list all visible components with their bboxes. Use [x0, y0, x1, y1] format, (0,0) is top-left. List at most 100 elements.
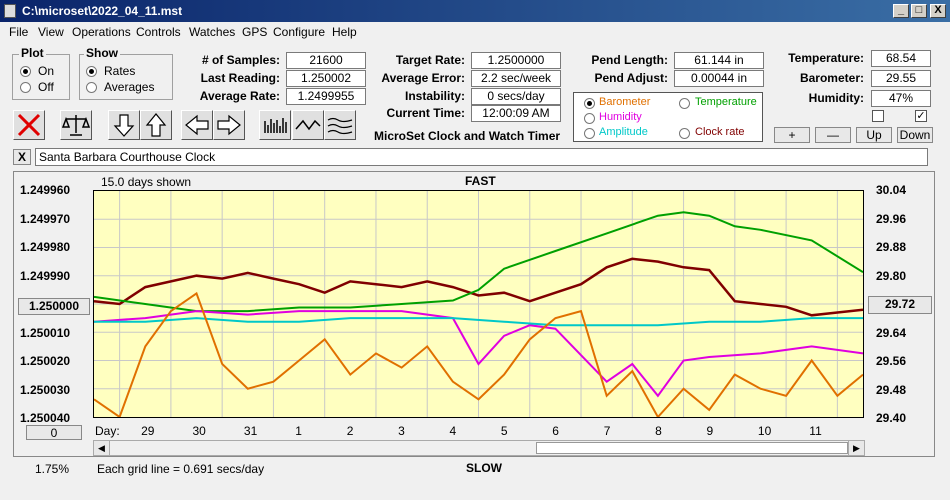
temperature-label: Temperature:: [788, 51, 864, 65]
bars-icon: [264, 118, 287, 133]
x-axis-prefix: Day:: [95, 424, 120, 438]
plot-group-label: Plot: [19, 46, 46, 60]
clear-clock-button[interactable]: X: [13, 149, 31, 165]
menu-view[interactable]: View: [38, 25, 64, 39]
x-tick-label: 8: [655, 424, 662, 438]
y-right-tick-label: 29.80: [876, 268, 907, 283]
show-rates-label: Rates: [104, 64, 136, 78]
chart-title: FAST: [465, 174, 496, 188]
balance-scale-icon: [61, 115, 91, 136]
barometer-value: 29.55: [871, 70, 931, 87]
menu-bar: File View Operations Controls Watches GP…: [0, 22, 950, 42]
show-averages-radio[interactable]: [86, 82, 97, 93]
arrow-right-icon: [217, 114, 241, 136]
temperature-option[interactable]: Temperature: [695, 96, 757, 108]
menu-configure[interactable]: Configure: [273, 25, 326, 39]
scroll-right-icon[interactable]: ▶: [848, 441, 864, 455]
line-view-button[interactable]: [292, 110, 324, 140]
zero-button[interactable]: 0: [26, 425, 82, 440]
clock-rate-radio[interactable]: [679, 128, 690, 139]
series-line-humidity: [93, 310, 864, 398]
y-right-tick-label: 29.64: [876, 325, 907, 340]
target-rate-value: 1.2500000: [471, 52, 561, 69]
y-left-tick-label: 1.250020: [20, 354, 71, 368]
last-reading-label: Last Reading:: [200, 71, 280, 85]
last-reading-value: 1.250002: [286, 70, 366, 87]
current-time-label: Current Time:: [386, 106, 465, 120]
scroll-thumb[interactable]: [536, 442, 848, 454]
percent-label: 1.75%: [35, 462, 70, 476]
menu-file[interactable]: File: [9, 25, 29, 39]
show-group-label: Show: [84, 46, 120, 60]
arrow-right-button[interactable]: [213, 110, 245, 140]
y-right-tick-label: 29.96: [876, 211, 907, 226]
clock-rate-option[interactable]: Clock rate: [695, 126, 745, 138]
humidity-value: 47%: [871, 90, 931, 107]
humidity-label: Humidity:: [808, 91, 864, 105]
minus-button[interactable]: —: [815, 127, 851, 143]
scroll-left-icon[interactable]: ◀: [94, 441, 110, 455]
x-tick-label: 5: [500, 424, 508, 438]
arrow-left-button[interactable]: [181, 110, 213, 140]
left-axis-button[interactable]: 1.250000: [18, 298, 90, 315]
x-tick-label: 7: [603, 424, 611, 438]
amplitude-option[interactable]: Amplitude: [599, 126, 648, 138]
plot-off-label: Off: [38, 80, 54, 94]
plot-on-label: On: [38, 64, 55, 78]
instability-value: 0 secs/day: [471, 88, 561, 105]
close-button[interactable]: X: [930, 4, 946, 18]
y-left-tick-label: 1.250030: [20, 382, 71, 397]
x-tick-label: 1: [295, 424, 302, 438]
up-button[interactable]: Up: [856, 127, 892, 143]
humidity-option[interactable]: Humidity: [599, 111, 642, 123]
arrow-left-icon: [185, 114, 209, 136]
x-tick-label: 3: [398, 424, 405, 438]
app-caption: MicroSet Clock and Watch Timer: [374, 129, 561, 143]
minimize-button[interactable]: _: [893, 4, 909, 18]
target-rate-label: Target Rate:: [395, 53, 465, 67]
amplitude-radio[interactable]: [584, 128, 595, 139]
down-button[interactable]: Down: [897, 127, 933, 143]
pend-adjust-value: 0.00044 in: [674, 70, 764, 87]
menu-watches[interactable]: Watches: [189, 25, 236, 39]
days-shown-label: 15.0 days shown: [101, 175, 192, 189]
instability-label: Instability:: [404, 89, 465, 103]
y-right-tick-label: 29.56: [876, 354, 907, 368]
plot-off-radio[interactable]: [20, 82, 31, 93]
left-checkbox[interactable]: [872, 110, 884, 122]
wave-icon: [295, 119, 321, 131]
show-rates-radio[interactable]: [86, 66, 97, 77]
plus-button[interactable]: +: [774, 127, 810, 143]
bar-view-button[interactable]: [259, 110, 291, 140]
plot-on-radio[interactable]: [20, 66, 31, 77]
menu-help[interactable]: Help: [332, 25, 357, 39]
stop-button[interactable]: [13, 110, 45, 140]
x-tick-label: 4: [449, 424, 457, 438]
multi-line-view-button[interactable]: [324, 110, 356, 140]
humidity-radio[interactable]: [584, 113, 595, 124]
show-group: [79, 54, 173, 100]
arrow-up-button[interactable]: [140, 110, 172, 140]
menu-operations[interactable]: Operations: [72, 25, 131, 39]
menu-gps[interactable]: GPS: [242, 25, 268, 39]
y-right-tick-label: 29.88: [876, 240, 907, 254]
x-tick-label: 6: [552, 424, 559, 438]
clock-name-field[interactable]: Santa Barbara Courthouse Clock: [35, 148, 928, 166]
horizontal-scrollbar[interactable]: ◀ ▶: [93, 440, 865, 456]
temperature-radio[interactable]: [679, 98, 690, 109]
average-rate-value: 1.2499955: [286, 88, 366, 105]
barometer-option[interactable]: Barometer: [599, 96, 651, 108]
barometer-radio[interactable]: [584, 98, 595, 109]
arrow-up-icon: [145, 113, 167, 137]
samples-value: 21600: [286, 52, 366, 69]
right-checkbox[interactable]: ✓: [915, 110, 927, 122]
balance-button[interactable]: [60, 110, 92, 140]
x-tick-label: 29: [141, 424, 155, 438]
plot-area: [93, 190, 864, 419]
maximize-button[interactable]: □: [911, 4, 927, 18]
window-title: C:\microset\2022_04_11.mst: [22, 4, 183, 18]
arrow-down-button[interactable]: [108, 110, 140, 140]
x-tick-label: 11: [809, 424, 822, 438]
menu-controls[interactable]: Controls: [136, 25, 181, 39]
right-axis-button[interactable]: 29.72: [868, 296, 932, 314]
